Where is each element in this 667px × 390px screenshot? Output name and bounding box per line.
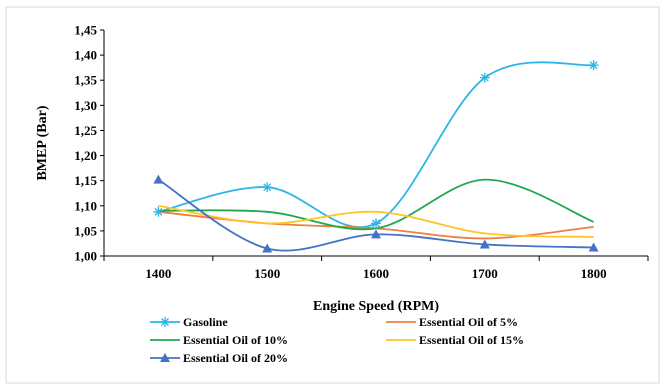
legend-marker-gasoline bbox=[160, 317, 170, 327]
legend-label-essential-oil-of-15pct: Essential Oil of 15% bbox=[419, 333, 524, 347]
data-point-essential-oil-of-20pct bbox=[262, 243, 273, 253]
y-tick-label: 1,20 bbox=[74, 148, 97, 163]
y-tick-label: 1,10 bbox=[74, 198, 97, 213]
y-tick-label: 1,05 bbox=[74, 223, 97, 238]
y-tick-label: 1,35 bbox=[74, 73, 97, 88]
data-point-gasoline bbox=[153, 206, 164, 217]
data-point-gasoline bbox=[262, 182, 273, 193]
legend-label-essential-oil-of-10pct: Essential Oil of 10% bbox=[183, 333, 288, 347]
chart-frame bbox=[5, 6, 660, 384]
data-point-gasoline bbox=[588, 60, 599, 71]
legend-label-essential-oil-of-5pct: Essential Oil of 5% bbox=[419, 315, 518, 329]
x-tick-label: 1500 bbox=[254, 266, 280, 281]
legend-label-essential-oil-of-20pct: Essential Oil of 20% bbox=[183, 351, 288, 365]
y-axis-title: BMEP (Bar) bbox=[35, 105, 50, 180]
y-tick-label: 1,45 bbox=[74, 23, 97, 38]
x-axis-title: Engine Speed (RPM) bbox=[313, 299, 439, 314]
y-tick-label: 1,40 bbox=[74, 48, 97, 63]
legend-marker-essential-oil-of-20pct bbox=[160, 353, 170, 362]
series-line-essential-oil-of-15pct bbox=[158, 204, 594, 238]
data-point-gasoline bbox=[479, 72, 490, 83]
y-tick-label: 1,00 bbox=[74, 249, 97, 264]
y-tick-label: 1,15 bbox=[74, 173, 97, 188]
y-tick-label: 1,25 bbox=[74, 123, 97, 138]
x-tick-label: 1800 bbox=[581, 266, 607, 281]
x-tick-label: 1400 bbox=[145, 266, 171, 281]
y-tick-label: 1,30 bbox=[74, 98, 97, 113]
data-point-essential-oil-of-20pct bbox=[371, 229, 381, 239]
data-point-gasoline bbox=[371, 218, 381, 229]
data-point-essential-oil-of-20pct bbox=[153, 174, 164, 184]
series-line-essential-oil-of-10pct bbox=[158, 178, 594, 231]
x-tick-label: 1600 bbox=[363, 266, 389, 281]
data-point-essential-oil-of-20pct bbox=[588, 242, 599, 252]
x-tick-label: 1700 bbox=[472, 266, 498, 281]
data-point-essential-oil-of-20pct bbox=[479, 239, 490, 249]
legend-label-gasoline: Gasoline bbox=[183, 315, 228, 329]
